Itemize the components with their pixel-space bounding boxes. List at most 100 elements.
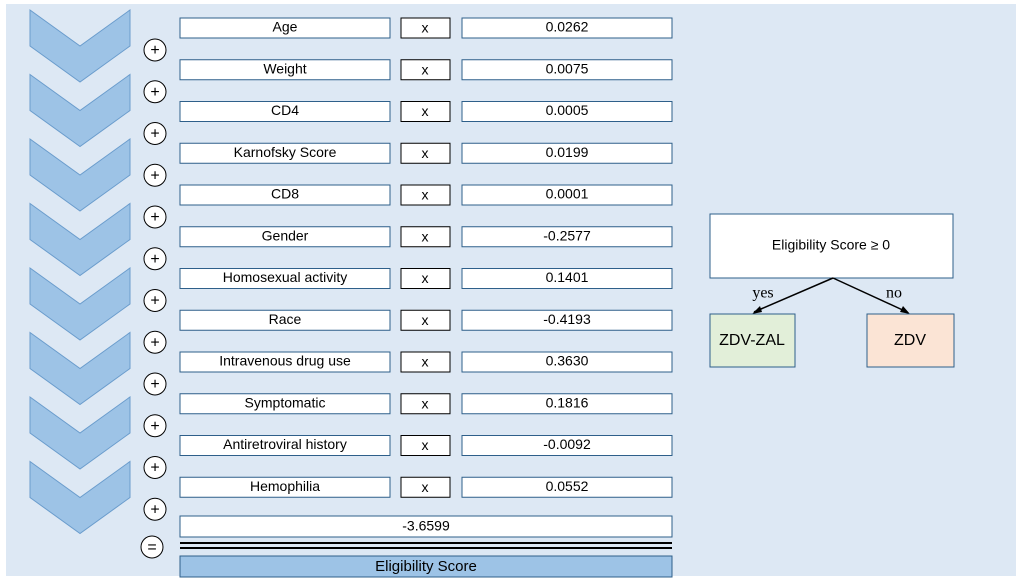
- row-label: Symptomatic: [245, 394, 326, 410]
- multiply-symbol: x: [422, 187, 429, 203]
- result-label: Eligibility Score: [375, 558, 477, 575]
- label-box: [179, 309, 391, 331]
- multiply-symbol: x: [422, 437, 429, 453]
- coefficient-box: [461, 142, 673, 164]
- row-label: Gender: [262, 227, 309, 243]
- plus-symbol: +: [150, 209, 159, 226]
- coefficient-box: [461, 101, 673, 122]
- label-box: [179, 351, 391, 373]
- no-outcome: ZDV: [894, 332, 926, 349]
- multiply-box: [400, 476, 451, 498]
- equals-circle: [140, 535, 164, 559]
- multiply-box: [400, 351, 451, 373]
- row-label: Age: [273, 19, 298, 35]
- plus-symbol: +: [150, 126, 159, 143]
- coefficient: 0.0262: [546, 19, 589, 35]
- rows: Age x 0.0262 + Weight x 0.0075 + CD4 x 0.0005 + Karn…: [143, 17, 673, 521]
- label-box: [179, 393, 391, 415]
- label-box: [179, 101, 391, 122]
- coefficient: -0.0092: [543, 436, 591, 452]
- multiply-box: [400, 184, 451, 206]
- plus-circle: [143, 289, 167, 312]
- coefficient: 0.1401: [546, 269, 589, 285]
- plus-symbol: +: [150, 376, 159, 393]
- result-box: [179, 555, 673, 578]
- multiply-symbol: x: [422, 145, 429, 161]
- coefficient-box: [461, 59, 673, 81]
- condition-box: [709, 213, 954, 279]
- label-box: [179, 17, 391, 39]
- coefficient-box: [461, 184, 673, 206]
- label-box: [179, 184, 391, 206]
- multiply-box: [400, 101, 451, 122]
- chevrons: [29, 9, 131, 535]
- coefficient: 0.0075: [546, 60, 589, 76]
- plus-circle: [143, 38, 167, 62]
- intercept: -3.6599: [402, 518, 450, 534]
- plus-symbol: +: [150, 501, 159, 518]
- chevron: [29, 331, 131, 406]
- row-label: CD8: [271, 186, 299, 202]
- multiply-symbol: x: [422, 270, 429, 286]
- plus-circle: [143, 163, 167, 187]
- chevron: [29, 202, 131, 277]
- plus-circle: [143, 372, 167, 396]
- plus-symbol: +: [150, 167, 159, 184]
- yes-arrow: [753, 277, 834, 313]
- plus-circle: [143, 497, 167, 521]
- coefficient: -0.2577: [543, 227, 591, 243]
- condition: Eligibility Score ≥ 0: [772, 237, 890, 253]
- row-label: Intravenous drug use: [219, 353, 351, 369]
- no-label: no: [886, 285, 902, 302]
- coefficient-box: [461, 393, 673, 415]
- arrowhead: [752, 306, 762, 314]
- plus-circle: [143, 330, 167, 354]
- intercept-box: [179, 515, 673, 538]
- label-box: [179, 268, 391, 289]
- plus-symbol: +: [150, 334, 159, 351]
- plus-symbol: +: [150, 84, 159, 101]
- chevron: [29, 9, 131, 83]
- multiply-symbol: x: [422, 395, 429, 411]
- coefficient-box: [461, 476, 673, 498]
- chevron: [29, 396, 131, 470]
- equals-symbol: =: [147, 539, 156, 556]
- chevron: [29, 267, 131, 341]
- multiply-box: [400, 309, 451, 331]
- chevron: [29, 73, 131, 148]
- coefficient-box: [461, 268, 673, 289]
- label-box: [179, 476, 391, 498]
- yes-outcome: ZDV-ZAL: [719, 332, 785, 349]
- label-box: [179, 59, 391, 81]
- multiply-box: [400, 268, 451, 289]
- plus-circle: [143, 414, 167, 438]
- coefficient: 0.0552: [546, 478, 589, 494]
- coefficient-box: [461, 435, 673, 456]
- coefficient: 0.3630: [546, 353, 589, 369]
- coefficient: 0.0199: [546, 144, 589, 160]
- row-label: Weight: [263, 60, 306, 76]
- plus-symbol: +: [150, 460, 159, 477]
- plus-circle: [143, 247, 167, 271]
- label-box: [179, 142, 391, 164]
- arrowhead: [900, 306, 910, 314]
- plus-circle: [143, 205, 167, 229]
- multiply-symbol: x: [422, 228, 429, 244]
- coefficient: 0.0005: [546, 102, 589, 118]
- chevron: [29, 460, 131, 535]
- multiply-symbol: x: [422, 20, 429, 36]
- coefficient-box: [461, 226, 673, 248]
- multiply-symbol: x: [422, 479, 429, 495]
- coefficient-box: [461, 17, 673, 39]
- multiply-symbol: x: [422, 312, 429, 328]
- multiply-box: [400, 59, 451, 81]
- multiply-box: [400, 435, 451, 456]
- plus-symbol: +: [150, 293, 159, 310]
- yes-outcome-box: [709, 313, 796, 368]
- multiply-box: [400, 142, 451, 164]
- row-label: Race: [269, 311, 302, 327]
- chevron: [29, 138, 131, 212]
- multiply-symbol: x: [422, 103, 429, 119]
- coefficient-box: [461, 309, 673, 331]
